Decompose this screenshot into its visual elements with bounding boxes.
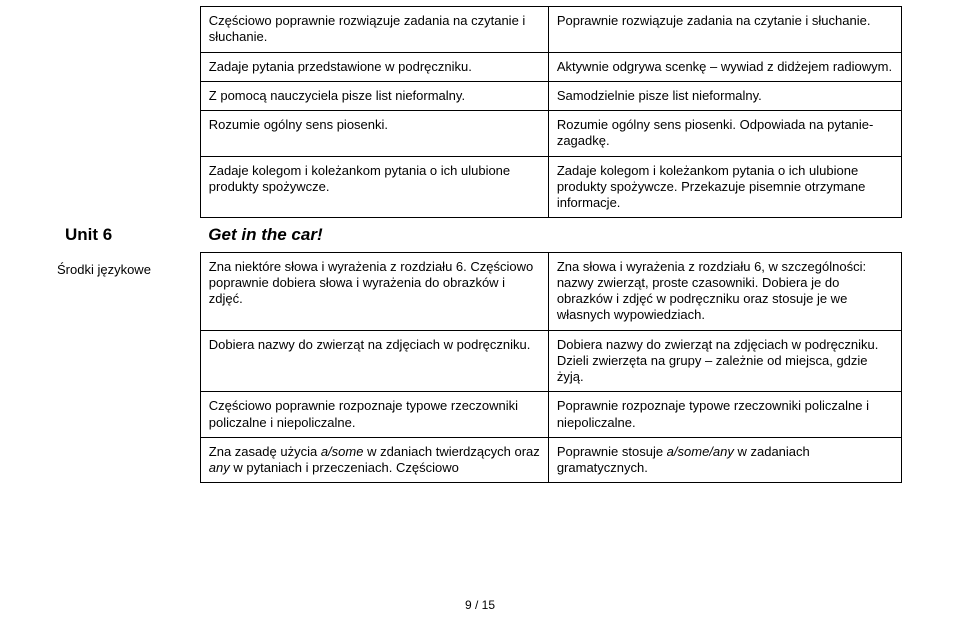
cell-right: Dobiera nazwy do zwierząt na zdjęciach w… xyxy=(548,330,901,392)
unit-title: Get in the car! xyxy=(208,225,322,244)
page: Częściowo poprawnie rozwiązuje zadania n… xyxy=(0,6,960,624)
unit-heading-row: Unit 6 Get in the car! xyxy=(57,218,902,252)
cell-left: Z pomocą nauczyciela pisze list nieforma… xyxy=(200,81,548,110)
top-table: Częściowo poprawnie rozwiązuje zadania n… xyxy=(57,6,902,483)
cell-right: Zna słowa i wyrażenia z rozdziału 6, w s… xyxy=(548,252,901,330)
cell-right: Poprawnie rozwiązuje zadania na czytanie… xyxy=(548,7,901,53)
cell-right: Zadaje kolegom i koleżankom pytania o ic… xyxy=(548,156,901,218)
cell-right: Rozumie ogólny sens piosenki. Odpowiada … xyxy=(548,111,901,157)
cell-left: Zna niektóre słowa i wyrażenia z rozdzia… xyxy=(200,252,548,330)
cell-left: Częściowo poprawnie rozwiązuje zadania n… xyxy=(200,7,548,53)
unit-label-cell: Unit 6 xyxy=(57,218,200,252)
cell-right: Poprawnie rozpoznaje typowe rzeczowniki … xyxy=(548,392,901,438)
page-number: 9 / 15 xyxy=(0,598,960,612)
cell-right: Poprawnie stosuje a/some/any w zadaniach… xyxy=(548,437,901,483)
side-label: Środki językowe xyxy=(57,252,200,483)
cell-left: Dobiera nazwy do zwierząt na zdjęciach w… xyxy=(200,330,548,392)
cell-left: Zna zasadę użycia a/some w zdaniach twie… xyxy=(200,437,548,483)
cell-right: Samodzielnie pisze list nieformalny. xyxy=(548,81,901,110)
cell-left: Zadaje kolegom i koleżankom pytania o ic… xyxy=(200,156,548,218)
cell-right: Aktywnie odgrywa scenkę – wywiad z didże… xyxy=(548,52,901,81)
cell-left: Zadaje pytania przedstawione w podręczni… xyxy=(200,52,548,81)
table-row: Częściowo poprawnie rozwiązuje zadania n… xyxy=(57,7,902,53)
side-label-empty xyxy=(57,7,200,218)
table-row: Środki językowe Zna niektóre słowa i wyr… xyxy=(57,252,902,330)
unit-title-cell: Get in the car! xyxy=(200,218,901,252)
unit-label: Unit 6 xyxy=(65,225,112,244)
cell-left: Częściowo poprawnie rozpoznaje typowe rz… xyxy=(200,392,548,438)
cell-left: Rozumie ogólny sens piosenki. xyxy=(200,111,548,157)
